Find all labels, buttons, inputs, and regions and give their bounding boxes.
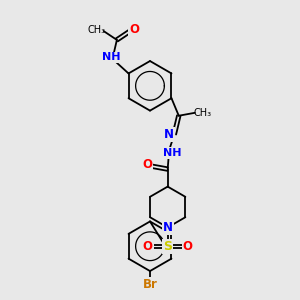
Text: N: N bbox=[163, 221, 173, 234]
Text: O: O bbox=[143, 240, 153, 253]
Text: O: O bbox=[129, 23, 140, 36]
Text: CH₃: CH₃ bbox=[193, 108, 211, 118]
Text: Br: Br bbox=[142, 278, 158, 291]
Text: O: O bbox=[182, 240, 193, 253]
Text: N: N bbox=[164, 128, 174, 141]
Text: CH₃: CH₃ bbox=[87, 25, 106, 35]
Text: NH: NH bbox=[102, 52, 120, 62]
Text: S: S bbox=[163, 240, 172, 253]
Text: NH: NH bbox=[163, 148, 181, 158]
Text: O: O bbox=[142, 158, 152, 171]
